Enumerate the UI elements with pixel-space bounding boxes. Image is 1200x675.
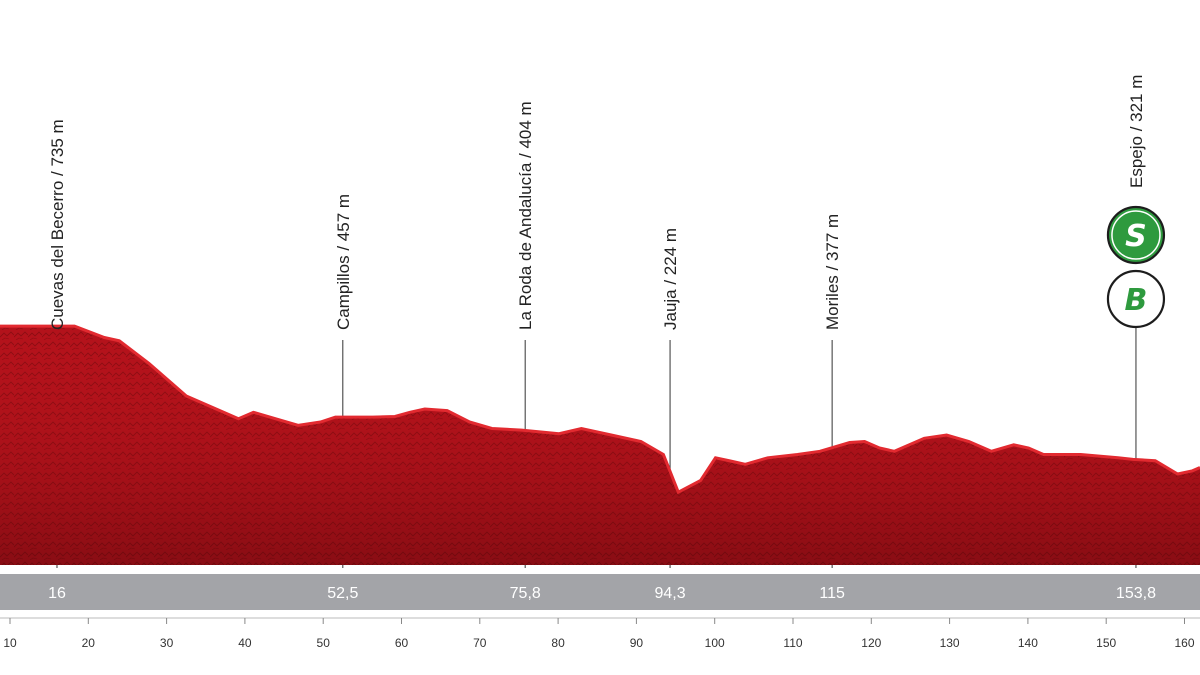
x-tick-label: 30 xyxy=(160,636,174,650)
waypoint-label: Cuevas del Becerro / 735 m xyxy=(48,119,67,330)
x-tick-label: 150 xyxy=(1096,636,1116,650)
x-tick-label: 130 xyxy=(940,636,960,650)
waypoint-label: Jauja / 224 m xyxy=(661,228,680,330)
waypoint-label: Campillos / 457 m xyxy=(334,194,353,330)
x-tick-label: 100 xyxy=(705,636,725,650)
x-tick-label: 20 xyxy=(82,636,96,650)
x-axis-ticks: 10 20 30 40 50 60 70 80 90 100 110 120 130 140 150 160 xyxy=(3,618,1195,650)
km-distance-bar xyxy=(0,574,1200,610)
waypoint-label: Moriles / 377 m xyxy=(823,214,842,330)
waypoint-label: Espejo / 321 m xyxy=(1127,75,1146,188)
classification-badges: SB xyxy=(1106,205,1166,329)
waypoint-km-label: 94,3 xyxy=(654,585,685,602)
sprint-badge xyxy=(1106,205,1166,265)
waypoint-km-label: 52,5 xyxy=(327,585,358,602)
km-labels: 16 52,5 75,8 94,3 115 153,8 xyxy=(48,585,1156,602)
sprint-badge-ring xyxy=(1111,210,1161,260)
waypoint-km-label: 153,8 xyxy=(1116,585,1156,602)
x-tick-label: 160 xyxy=(1174,636,1194,650)
x-tick-label: 60 xyxy=(395,636,409,650)
x-tick-label: 70 xyxy=(473,636,487,650)
waypoint-km-label: 115 xyxy=(819,585,845,602)
elevation-profile-ridge xyxy=(0,324,1200,495)
elevation-profile-shade xyxy=(0,326,1200,565)
sprint-badge-letter: S xyxy=(1125,219,1147,254)
x-tick-label: 80 xyxy=(551,636,565,650)
bonus-badge xyxy=(1106,269,1166,329)
x-tick-label: 40 xyxy=(238,636,252,650)
waypoint-labels: Cuevas del Becerro / 735 m Campillos / 45… xyxy=(48,75,1146,330)
waypoint-label: La Roda de Andalucía / 404 m xyxy=(516,101,535,330)
x-tick-label: 110 xyxy=(783,636,802,650)
x-tick-label: 50 xyxy=(317,636,331,650)
bonus-badge-letter: B xyxy=(1125,283,1148,318)
waypoint-km-label: 16 xyxy=(48,585,66,602)
x-tick-label: 140 xyxy=(1018,636,1038,650)
x-tick-label: 90 xyxy=(630,636,644,650)
x-tick-label: 120 xyxy=(861,636,881,650)
x-tick-label: 10 xyxy=(3,636,17,650)
waypoint-km-label: 75,8 xyxy=(510,585,541,602)
